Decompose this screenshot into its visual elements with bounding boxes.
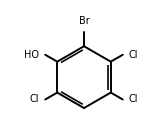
Text: HO: HO xyxy=(24,50,39,60)
Text: Cl: Cl xyxy=(129,50,138,60)
Text: Cl: Cl xyxy=(129,95,138,104)
Text: Cl: Cl xyxy=(30,95,39,104)
Text: Br: Br xyxy=(79,16,89,26)
